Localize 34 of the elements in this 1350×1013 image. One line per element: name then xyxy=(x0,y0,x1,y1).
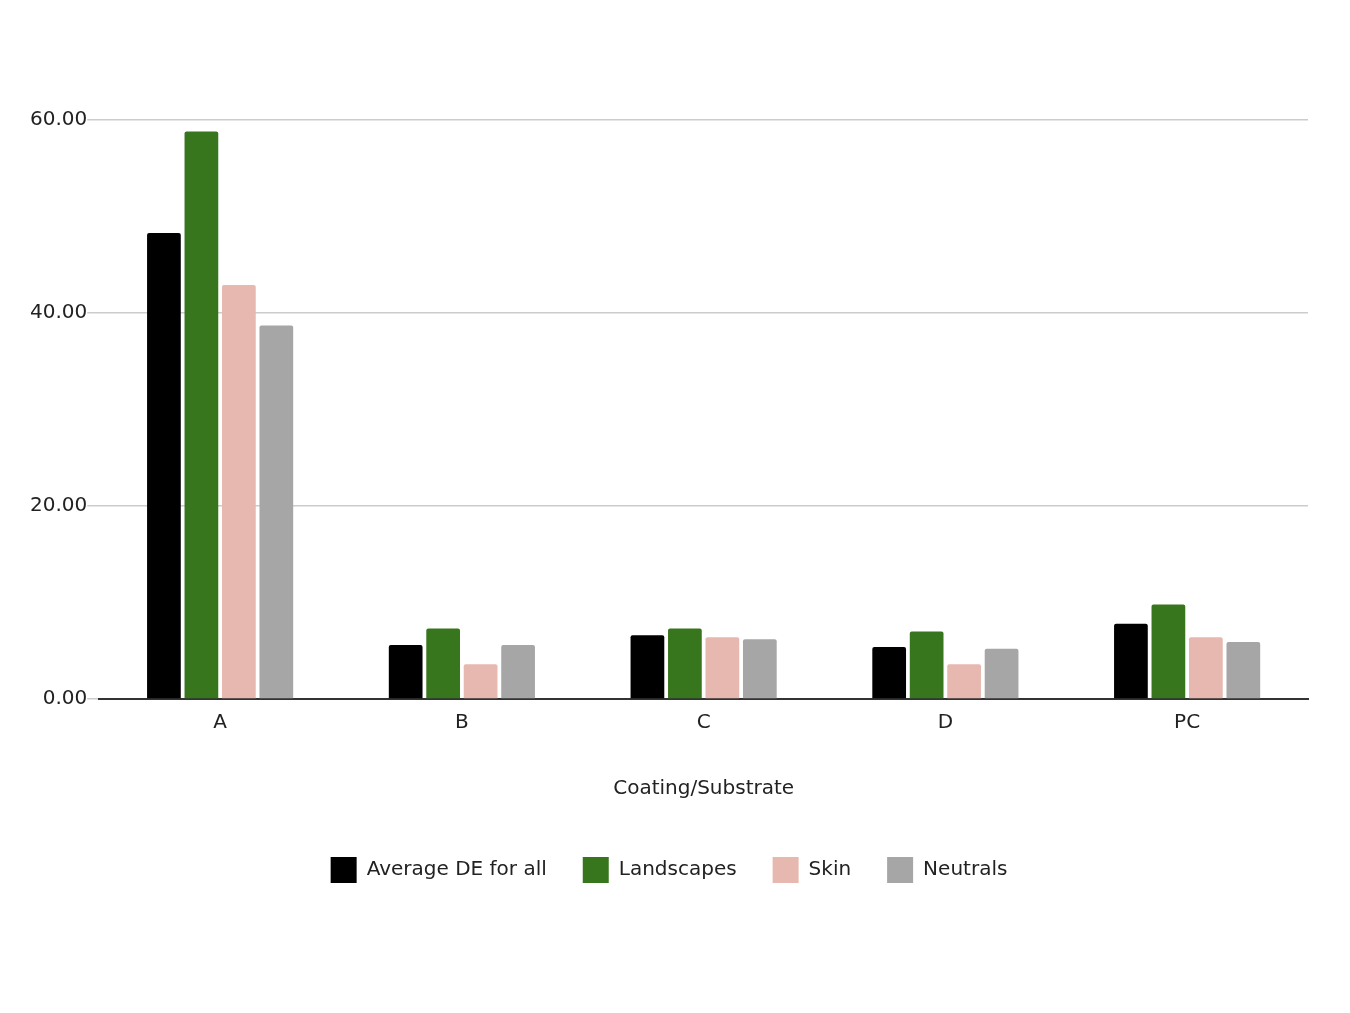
bar xyxy=(222,285,256,699)
bar xyxy=(1189,637,1223,699)
x-tick-label: PC xyxy=(1174,709,1201,734)
bar xyxy=(984,648,1019,699)
y-tick-label: 60.00 xyxy=(29,106,88,131)
x-tick-label: D xyxy=(937,709,954,734)
legend-label: Average DE for all xyxy=(366,856,547,881)
bar xyxy=(705,637,740,699)
bar xyxy=(742,639,777,699)
y-tick-label: 40.00 xyxy=(29,299,88,324)
bar xyxy=(668,628,702,699)
bar xyxy=(259,325,294,699)
bar xyxy=(1151,604,1186,699)
bar xyxy=(463,664,498,699)
bar xyxy=(872,646,907,699)
bar xyxy=(388,644,423,699)
bar xyxy=(947,664,981,699)
bar xyxy=(147,232,181,699)
bar xyxy=(184,131,219,699)
bar xyxy=(630,635,665,699)
legend-label: Neutrals xyxy=(923,856,1008,881)
x-tick-label: C xyxy=(696,709,711,734)
y-tick-label: 0.00 xyxy=(42,685,88,710)
legend-label: Landscapes xyxy=(618,856,737,881)
bar xyxy=(426,628,461,699)
x-tick-label: A xyxy=(213,709,228,734)
x-axis-title: Coating/Substrate xyxy=(613,775,795,800)
bar xyxy=(1114,623,1148,699)
bar xyxy=(909,631,944,699)
bar xyxy=(1226,642,1261,699)
bar xyxy=(501,644,535,699)
legend-label: Skin xyxy=(808,856,852,881)
x-tick-label: B xyxy=(455,709,469,734)
y-tick-label: 20.00 xyxy=(29,492,88,517)
